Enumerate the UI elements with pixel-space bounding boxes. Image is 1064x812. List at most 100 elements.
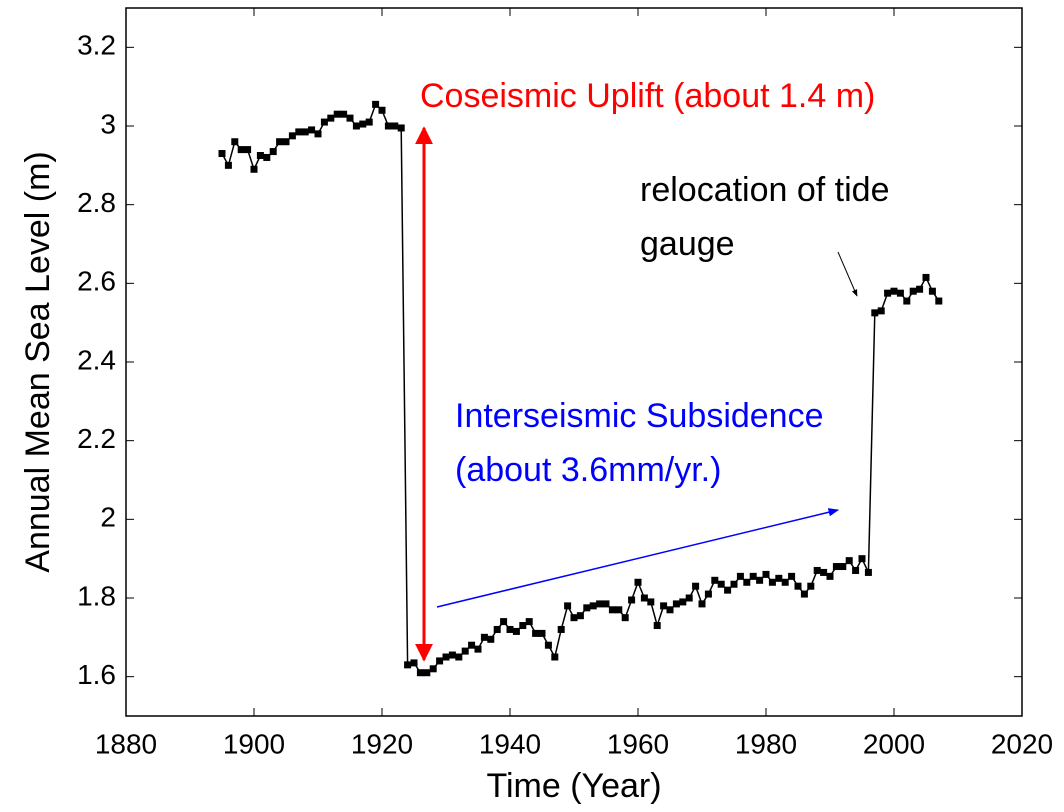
marker	[788, 572, 796, 580]
annotation: (about 3.6mm/yr.)	[455, 451, 721, 489]
marker	[660, 602, 668, 610]
y-axis-label: Annual Mean Sea Level (m)	[19, 151, 57, 572]
marker	[352, 122, 360, 130]
marker	[704, 590, 712, 598]
marker	[730, 580, 738, 588]
marker	[359, 120, 367, 128]
marker	[672, 600, 680, 608]
marker	[756, 576, 764, 584]
marker	[871, 309, 879, 317]
marker	[807, 582, 815, 590]
marker	[692, 582, 700, 590]
marker	[282, 138, 290, 146]
marker	[666, 606, 674, 614]
y-tick-label: 3.2	[77, 30, 116, 61]
marker	[916, 285, 924, 293]
marker	[519, 622, 527, 630]
x-tick-label: 1940	[479, 728, 541, 759]
marker	[608, 606, 616, 614]
y-tick-label: 2.2	[77, 423, 116, 454]
marker	[775, 574, 783, 582]
marker	[685, 594, 693, 602]
marker	[506, 625, 514, 633]
x-tick-label: 1900	[223, 728, 285, 759]
annotation: relocation of tide	[640, 171, 890, 209]
x-tick-label: 2020	[991, 728, 1053, 759]
marker	[538, 629, 546, 637]
x-tick-label: 1880	[95, 728, 157, 759]
marker	[813, 566, 821, 574]
marker	[768, 578, 776, 586]
marker	[455, 653, 463, 661]
marker	[493, 625, 501, 633]
marker	[327, 114, 335, 122]
marker	[896, 289, 904, 297]
marker	[749, 572, 757, 580]
marker	[589, 602, 597, 610]
marker	[564, 602, 572, 610]
marker	[442, 653, 450, 661]
x-tick-label: 1960	[607, 728, 669, 759]
marker	[448, 651, 456, 659]
marker	[640, 594, 648, 602]
marker	[717, 580, 725, 588]
marker	[429, 665, 437, 673]
marker	[397, 124, 405, 132]
marker	[839, 563, 847, 571]
marker	[384, 122, 392, 130]
marker	[436, 657, 444, 665]
marker	[820, 568, 828, 576]
x-tick-label: 1980	[735, 728, 797, 759]
marker	[903, 297, 911, 305]
marker	[340, 110, 348, 118]
annotation: Interseismic Subsidence	[455, 397, 824, 435]
marker	[404, 661, 412, 669]
marker	[909, 287, 917, 295]
marker	[256, 152, 264, 159]
marker	[794, 582, 802, 590]
subsidence-arrow	[436, 508, 840, 608]
marker	[263, 153, 271, 161]
marker	[500, 618, 508, 626]
marker	[461, 647, 469, 655]
marker	[935, 297, 943, 305]
relocation-arrow	[837, 251, 858, 297]
marker	[647, 598, 655, 606]
marker	[532, 629, 540, 637]
marker	[308, 126, 316, 134]
marker	[743, 578, 751, 586]
marker	[762, 570, 770, 578]
marker	[884, 289, 892, 297]
marker	[295, 128, 303, 136]
marker	[391, 122, 399, 130]
marker	[634, 578, 642, 586]
marker	[378, 106, 386, 114]
y-tick-label: 1.8	[77, 580, 116, 611]
marker	[922, 273, 930, 281]
annotation: Coseismic Uplift (about 1.4 m)	[420, 77, 875, 115]
marker	[487, 635, 495, 643]
marker	[250, 165, 258, 173]
marker	[301, 128, 309, 136]
marker	[845, 557, 853, 565]
annotation: gauge	[640, 225, 735, 263]
marker	[890, 287, 898, 295]
marker	[346, 114, 354, 122]
marker	[468, 641, 476, 649]
marker	[877, 307, 885, 315]
x-tick-label: 1920	[351, 728, 413, 759]
marker	[602, 600, 610, 608]
marker	[724, 586, 732, 594]
marker	[596, 600, 604, 608]
marker	[372, 100, 380, 108]
marker	[698, 600, 706, 608]
marker	[333, 110, 341, 118]
marker	[832, 563, 840, 571]
marker	[314, 130, 322, 138]
marker	[570, 614, 578, 622]
y-tick-label: 1.6	[77, 659, 116, 690]
marker	[218, 150, 226, 158]
marker	[621, 614, 629, 622]
marker	[423, 669, 431, 677]
marker	[826, 572, 834, 580]
